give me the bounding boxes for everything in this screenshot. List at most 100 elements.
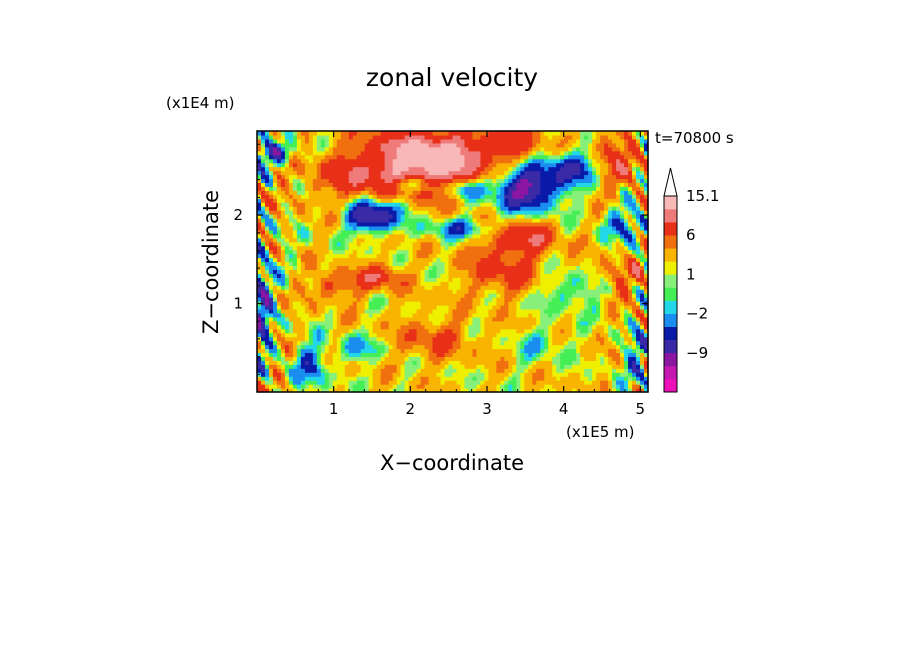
heatmap-cell [388,320,394,326]
heatmap-cell [532,218,537,223]
heatmap-cell [300,218,306,223]
heatmap-cell [328,301,334,306]
heatmap-cell [276,316,282,322]
heatmap-cell [500,312,505,318]
heatmap-cell [476,305,482,310]
heatmap-cell [440,194,446,199]
heatmap-cell [536,170,541,176]
heatmap-cell [544,348,549,354]
heatmap-cell [268,182,274,187]
heatmap-cell [304,320,310,326]
heatmap-cell [340,352,346,357]
heatmap-cell [444,328,450,334]
heatmap-cell [328,352,334,357]
heatmap-cell [464,368,470,373]
heatmap-cell [520,154,525,160]
heatmap-cell [304,186,310,191]
heatmap-cell [276,150,282,156]
heatmap-cell [480,265,486,270]
heatmap-cell [488,312,493,318]
heatmap-cell [408,360,414,365]
heatmap-cell [476,158,482,164]
heatmap-cell [432,142,438,148]
heatmap-cell [296,229,302,235]
heatmap-cell [536,352,541,357]
heatmap-cell [460,301,466,306]
heatmap-cell [460,233,466,239]
heatmap-cell [364,150,370,156]
heatmap-cell [376,146,382,152]
heatmap-cell [268,198,274,203]
heatmap-cell [520,158,525,164]
heatmap-cell [288,388,294,393]
heatmap-cell [500,316,505,322]
heatmap-cell [516,158,521,164]
heatmap-cell [344,190,350,195]
heatmap-cell [368,368,374,373]
heatmap-cell [364,241,370,247]
heatmap-cell [340,336,346,342]
heatmap-cell [380,376,386,381]
heatmap-cell [304,138,310,144]
heatmap-cell [400,206,406,211]
heatmap-cell [404,253,410,259]
heatmap-cell [524,312,529,318]
heatmap-cell [264,257,270,263]
heatmap-cell [532,320,537,326]
heatmap-cell [380,324,386,330]
heatmap-cell [484,316,490,322]
heatmap-cell [372,316,378,322]
heatmap-cell [292,297,298,302]
heatmap-cell [436,364,442,369]
heatmap-cell [380,273,386,278]
heatmap-cell [532,293,537,298]
heatmap-cell [420,301,426,306]
heatmap-cell [512,360,517,365]
heatmap-cell [388,332,394,338]
heatmap-cell [356,332,362,338]
heatmap-cell [540,158,545,164]
heatmap-cell [316,344,322,350]
heatmap-cell [512,297,517,302]
heatmap-cell [476,281,482,286]
heatmap-cell [556,344,561,350]
heatmap-cell [496,198,501,203]
heatmap-cell [257,360,262,365]
heatmap-cell [364,277,370,282]
heatmap-cell [480,182,486,187]
heatmap-cell [260,324,266,330]
heatmap-cell [276,293,282,298]
heatmap-cell [344,225,350,231]
heatmap-cell [344,221,350,227]
heatmap-cell [420,344,426,350]
heatmap-cell [540,328,545,334]
heatmap-cell [344,249,350,255]
heatmap-cell [312,297,318,302]
heatmap-cell [416,241,422,247]
heatmap-cell [280,174,286,180]
heatmap-cell [484,277,490,282]
heatmap-cell [352,261,358,267]
heatmap-cell [500,376,505,381]
heatmap-cell [312,384,318,389]
heatmap-cell [524,380,529,385]
heatmap-cell [484,237,490,243]
heatmap-cell [468,158,474,164]
heatmap-cell [396,182,402,187]
heatmap-cell [388,261,394,267]
heatmap-cell [388,166,394,172]
heatmap-cell [348,174,354,180]
heatmap-cell [268,158,274,164]
heatmap-cell [436,154,442,160]
heatmap-cell [300,190,306,195]
heatmap-cell [524,221,529,227]
heatmap-cell [540,348,545,354]
heatmap-cell [448,348,454,354]
heatmap-cell [336,261,342,267]
heatmap-cell [452,257,458,263]
heatmap-cell [456,154,462,160]
heatmap-cell [508,352,513,357]
heatmap-cell [428,190,434,195]
heatmap-cell [468,297,474,302]
heatmap-cell [528,332,533,338]
